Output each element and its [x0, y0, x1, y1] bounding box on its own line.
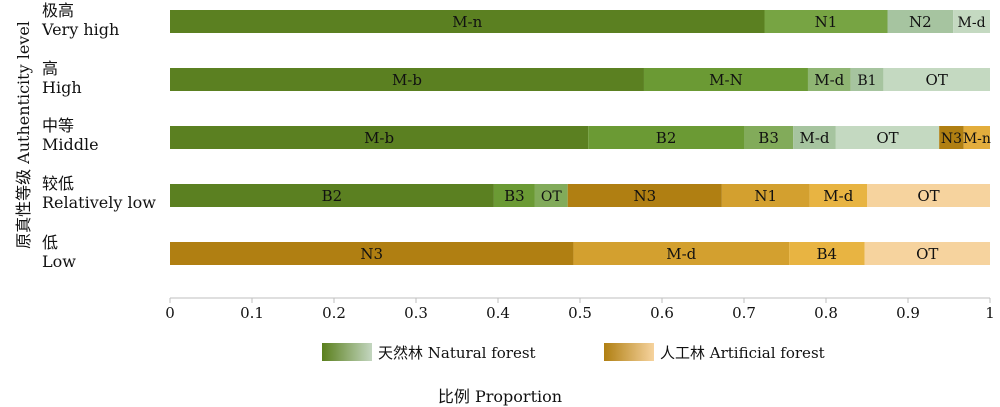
data-label-low-b4: B4	[817, 245, 838, 263]
category-label-cn: 低	[42, 233, 59, 252]
data-label-low-n3: N3	[360, 245, 383, 263]
x-tick-label: 0.5	[568, 304, 592, 322]
bar-segment-very-high-m-d	[953, 10, 990, 33]
bar-segment-middle-b2	[588, 126, 744, 149]
data-label-relatively-low-b2: B2	[322, 187, 343, 205]
bars-layer: M-n N1 N2 M-dM-b M-N M-d B1 OTM-b B2 B3 M-d OT N3 M-n…	[170, 10, 991, 265]
x-axis: 0 0.1 0.2 0.3 0.4 0.5 0.6 0.7 0.8 0.9 1	[165, 297, 995, 322]
x-tick-label: 0.9	[896, 304, 920, 322]
category-label-cn: 极高	[42, 1, 75, 20]
x-axis-title: 比例 Proportion	[437, 387, 563, 406]
category-label-very-high: 极高 Very high	[42, 1, 119, 39]
data-label-very-high-m-n: M-n	[452, 13, 482, 31]
bar-segment-low-m-d	[573, 242, 790, 265]
legend-label-natural: 天然林 Natural forest	[378, 343, 536, 362]
data-label-high-m-d: M-d	[814, 71, 844, 89]
category-label-relatively-low: 较低 Relatively low	[42, 174, 156, 212]
bar-segment-low-n3	[170, 242, 574, 265]
bar-segment-high-m-b	[170, 68, 644, 91]
legend-swatch-artificial	[604, 343, 654, 361]
bar-segment-very-high-m-n	[170, 10, 765, 33]
bar-segment-high-b1	[850, 68, 884, 91]
data-label-middle-b2: B2	[656, 129, 677, 147]
bar-segment-relatively-low-ot	[867, 184, 990, 207]
data-label-high-ot: OT	[926, 71, 948, 89]
x-tick-label: 0.7	[732, 304, 756, 322]
data-label-very-high-m-d: M-d	[958, 15, 986, 31]
bar-segment-middle-b3	[744, 126, 794, 149]
data-label-middle-ot: OT	[876, 129, 898, 147]
data-label-middle-b3: B3	[758, 129, 779, 147]
x-tick-label: 0.3	[404, 304, 428, 322]
data-label-low-m-d: M-d	[666, 245, 696, 263]
category-label-en: Very high	[42, 20, 120, 39]
bar-segment-high-ot	[883, 68, 990, 91]
category-label-en: Low	[42, 252, 76, 271]
y-axis-title: 原真性等级 Authenticity level	[12, 21, 33, 249]
x-tick-label: 1	[985, 304, 995, 322]
x-tick-label: 0.1	[240, 304, 264, 322]
x-tick-label: 0.2	[322, 304, 346, 322]
data-label-low-ot: OT	[916, 245, 938, 263]
bar-segment-relatively-low-n1	[721, 184, 810, 207]
bar-segment-relatively-low-b2	[170, 184, 494, 207]
data-label-middle-m-d: M-d	[800, 129, 830, 147]
category-label-cn: 高	[42, 59, 59, 78]
bar-segment-relatively-low-ot	[534, 184, 568, 207]
data-label-relatively-low-ot: OT	[917, 187, 939, 205]
category-label-low: 低 Low	[42, 233, 76, 271]
legend-swatch-natural	[322, 343, 372, 361]
x-tick-label: 0.6	[650, 304, 674, 322]
data-label-high-m-b: M-b	[392, 71, 422, 89]
bar-segment-high-m-n	[643, 68, 808, 91]
legend-item-artificial-forest: 人工林 Artificial forest	[604, 342, 825, 362]
category-label-en: Middle	[42, 135, 99, 154]
category-label-middle: 中等 Middle	[42, 116, 99, 154]
legend-item-natural-forest: 天然林 Natural forest	[322, 342, 536, 362]
data-label-very-high-n1: N1	[815, 13, 838, 31]
bar-segment-relatively-low-b3	[493, 184, 535, 207]
x-tick-label: 0.4	[486, 304, 510, 322]
x-tick-label: 0.8	[814, 304, 838, 322]
data-label-middle-m-b: M-b	[364, 129, 394, 147]
data-label-high-m-n: M-N	[709, 71, 743, 89]
category-label-cn: 中等	[42, 116, 75, 135]
data-label-relatively-low-n3: N3	[633, 187, 656, 205]
bar-segment-middle-n3	[939, 126, 964, 149]
bar-segment-middle-m-b	[170, 126, 589, 149]
data-label-relatively-low-b3: B3	[504, 187, 525, 205]
x-tick-label: 0	[165, 304, 175, 322]
data-label-middle-n3: N3	[941, 131, 962, 147]
category-label-en: Relatively low	[42, 193, 156, 212]
bar-segment-very-high-n2	[887, 10, 954, 33]
data-label-relatively-low-m-d: M-d	[823, 187, 853, 205]
category-label-cn: 较低	[42, 174, 75, 193]
bar-segment-middle-ot	[835, 126, 940, 149]
bar-segment-low-ot	[864, 242, 990, 265]
bar-segment-relatively-low-n3	[567, 184, 722, 207]
category-label-high: 高 High	[42, 59, 82, 97]
bar-segment-middle-m-d	[793, 126, 836, 149]
data-label-relatively-low-ot: OT	[541, 189, 562, 205]
bar-segment-middle-m-n	[963, 126, 990, 149]
data-label-middle-m-n: M-n	[963, 131, 991, 147]
bar-segment-low-b4	[789, 242, 865, 265]
bar-segment-relatively-low-m-d	[809, 184, 867, 207]
data-label-very-high-n2: N2	[909, 13, 932, 31]
bar-segment-very-high-n1	[764, 10, 888, 33]
category-label-en: High	[42, 78, 82, 97]
data-label-high-b1: B1	[857, 73, 876, 89]
bar-segment-high-m-d	[807, 68, 851, 91]
legend-label-artificial: 人工林 Artificial forest	[660, 343, 825, 362]
y-axis-title-text: 原真性等级 Authenticity level	[14, 21, 33, 249]
data-label-relatively-low-n1: N1	[754, 187, 777, 205]
